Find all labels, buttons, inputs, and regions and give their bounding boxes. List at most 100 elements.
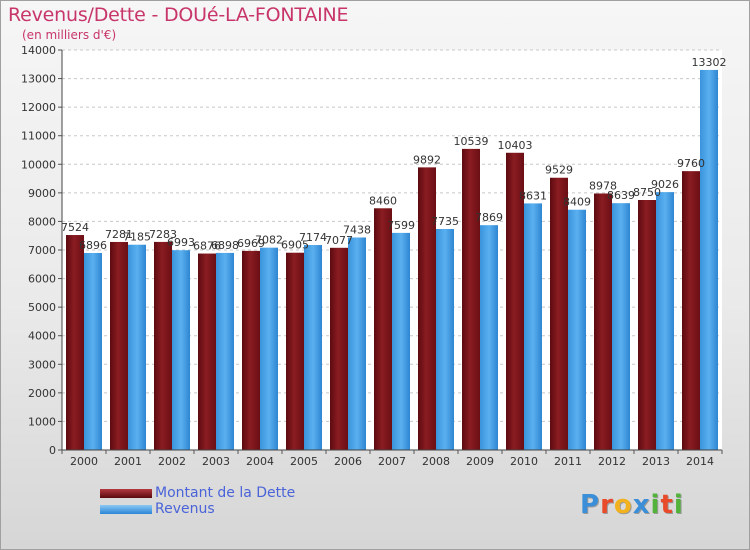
bar-dette: [374, 208, 392, 450]
logo-letter: t: [660, 490, 674, 520]
data-label: 6876: [193, 240, 221, 253]
bar-revenus: [524, 203, 542, 450]
y-tick-label: 8000: [28, 215, 56, 228]
bar-dette: [154, 241, 172, 450]
bar-revenus: [172, 250, 190, 450]
bar-dette: [330, 247, 348, 450]
data-label: 7524: [61, 221, 89, 234]
bar-dette: [418, 167, 436, 450]
x-tick-label: 2000: [70, 455, 98, 468]
bar-revenus: [348, 237, 366, 450]
legend-swatch-dette: [100, 489, 152, 498]
data-label: 7283: [149, 228, 177, 241]
proxiti-logo: Proxiti: [580, 490, 684, 520]
data-label: 7174: [299, 231, 327, 244]
bar-revenus: [436, 229, 454, 450]
y-tick-label: 0: [49, 444, 56, 457]
x-tick-label: 2008: [422, 455, 450, 468]
x-tick-label: 2006: [334, 455, 362, 468]
bar-dette: [66, 235, 84, 450]
data-label: 7281: [105, 228, 133, 241]
x-tick-label: 2014: [686, 455, 714, 468]
logo-letter: x: [632, 490, 651, 520]
data-label: 6898: [211, 239, 239, 252]
bar-revenus: [568, 209, 586, 450]
data-label: 9892: [413, 153, 441, 166]
x-tick-label: 2013: [642, 455, 670, 468]
bar-dette: [682, 171, 700, 450]
y-tick-label: 12000: [21, 101, 56, 114]
data-label: 13302: [692, 56, 727, 69]
data-label: 9026: [651, 178, 679, 191]
logo-letter: i: [650, 490, 661, 520]
bar-dette: [242, 250, 260, 450]
y-tick-label: 2000: [28, 387, 56, 400]
y-tick-label: 9000: [28, 187, 56, 200]
x-tick-label: 2005: [290, 455, 318, 468]
x-tick-label: 2010: [510, 455, 538, 468]
y-tick-label: 6000: [28, 273, 56, 286]
data-label: 7869: [475, 211, 503, 224]
y-tick-label: 13000: [21, 73, 56, 86]
data-label: 8631: [519, 189, 547, 202]
y-tick-label: 4000: [28, 330, 56, 343]
bar-dette: [594, 193, 612, 450]
x-tick-label: 2011: [554, 455, 582, 468]
x-tick-label: 2007: [378, 455, 406, 468]
data-label: 8978: [589, 179, 617, 192]
bar-revenus: [480, 225, 498, 450]
x-tick-label: 2001: [114, 455, 142, 468]
data-label: 9529: [545, 164, 573, 177]
data-label: 7599: [387, 219, 415, 232]
y-tick-label: 11000: [21, 130, 56, 143]
data-label: 8639: [607, 189, 635, 202]
data-label: 8750: [633, 186, 661, 199]
y-tick-label: 14000: [21, 44, 56, 57]
x-tick-label: 2002: [158, 455, 186, 468]
bar-revenus: [216, 252, 234, 450]
bar-revenus: [612, 203, 630, 450]
x-tick-label: 2012: [598, 455, 626, 468]
data-label: 6969: [237, 237, 265, 250]
data-label: 7735: [431, 215, 459, 228]
bar-dette: [110, 241, 128, 450]
data-label: 7438: [343, 223, 371, 236]
logo-letter: o: [613, 490, 633, 520]
bar-dette: [198, 253, 216, 450]
legend-swatch-revenus: [100, 505, 152, 514]
bar-revenus: [260, 247, 278, 450]
legend-label-revenus: Revenus: [155, 501, 215, 517]
x-tick-label: 2004: [246, 455, 274, 468]
data-label: 7082: [255, 234, 283, 247]
y-tick-label: 10000: [21, 158, 56, 171]
data-label: 7077: [325, 234, 353, 247]
bar-revenus: [304, 245, 322, 450]
logo-letter: r: [600, 490, 614, 520]
bar-revenus: [84, 252, 102, 450]
logo-letter: P: [580, 490, 601, 520]
y-tick-label: 3000: [28, 358, 56, 371]
bar-dette: [462, 148, 480, 450]
y-tick-label: 7000: [28, 244, 56, 257]
data-label: 9760: [677, 157, 705, 170]
data-label: 10403: [498, 139, 533, 152]
bar-dette: [550, 177, 568, 450]
bar-revenus: [700, 69, 718, 450]
data-label: 8409: [563, 196, 591, 209]
x-tick-label: 2009: [466, 455, 494, 468]
data-label: 6993: [167, 236, 195, 249]
data-label: 7185: [123, 231, 151, 244]
bar-dette: [638, 200, 656, 450]
logo-letter: i: [673, 490, 684, 520]
bar-revenus: [392, 232, 410, 450]
y-tick-label: 5000: [28, 301, 56, 314]
data-label: 10539: [454, 135, 489, 148]
data-label: 6896: [79, 239, 107, 252]
x-tick-label: 2003: [202, 455, 230, 468]
bar-dette: [286, 252, 304, 450]
legend-label-dette: Montant de la Dette: [155, 485, 296, 501]
chart-subtitle: (en milliers d'€): [22, 28, 117, 42]
bar-dette: [506, 152, 524, 450]
data-label: 6905: [281, 239, 309, 252]
data-label: 8460: [369, 194, 397, 207]
